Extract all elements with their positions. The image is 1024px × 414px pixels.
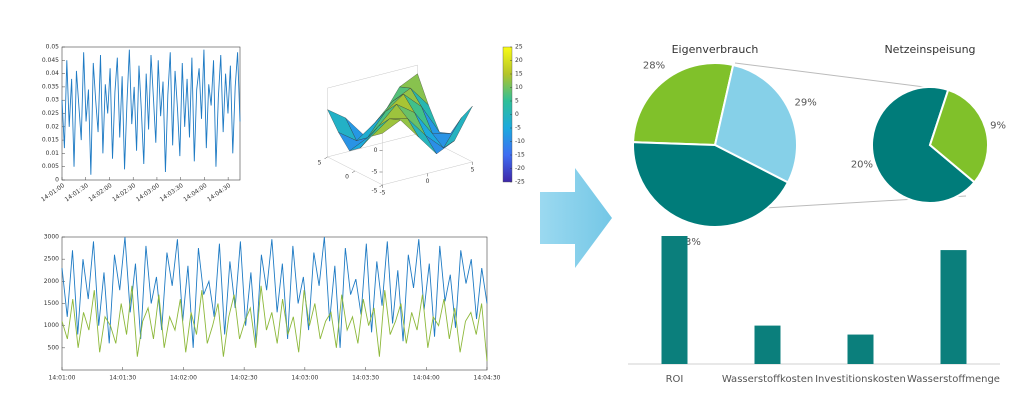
bar [661,236,688,364]
y-tick-label: 0.02 [46,123,60,130]
y-tick-label: 3000 [44,234,59,241]
x-category-label: Investitionskosten [815,374,906,385]
data-line [61,49,241,175]
x-tick-label: 14:04:30 [206,182,232,203]
x-tick-label: 14:01:00 [49,375,76,382]
x-tick-label: 14:03:30 [159,182,185,203]
y-tick-label: -5 [372,187,378,194]
axis-edge [327,64,418,89]
pie-title: Netzeinspeisung [884,43,975,56]
y-tick-label: 0.045 [42,57,59,64]
y-tick-label: 0.03 [46,97,60,104]
y-tick-label: 0.025 [42,110,59,117]
z-tick-label: -5 [372,169,378,176]
connector-line [734,62,949,91]
y-tick-label: 0.015 [42,137,59,144]
slice-label: 29% [795,98,817,109]
y-tick-label: 2500 [44,256,59,263]
pie-slice [871,86,976,205]
x-category-label: Wasserstoffmenge [907,374,1000,385]
flow-arrow [540,168,612,268]
y-tick-label: 0.005 [42,163,59,170]
y-tick-label: 0.04 [46,70,60,77]
x-tick-label: 14:02:30 [111,182,137,203]
pie-slice [632,141,790,228]
x-tick-label: 14:04:00 [182,182,208,203]
x-tick-label: 14:01:30 [64,182,90,203]
slice-label: 20% [851,159,873,170]
surface-patch [371,118,401,137]
x-tick-label: 14:03:30 [352,375,379,382]
x-tick-label: 14:01:30 [109,375,136,382]
data-line [61,236,488,348]
slice-label: 9% [990,121,1006,132]
x-category-label: ROI [666,374,684,385]
x-tick-label: -5 [380,189,386,196]
data-line [61,285,488,362]
colorbar-tick-label: 5 [515,98,519,105]
bar [754,325,781,364]
bar [847,334,874,364]
pie-slice [713,63,798,184]
y-tick [379,184,383,188]
y-tick-label: 0 [55,177,59,184]
colorbar-tick-label: 15 [515,71,523,78]
y-tick-label: 5 [318,159,322,166]
colorbar-tick-label: 25 [515,44,523,51]
x-tick-label: 14:04:00 [413,375,440,382]
y-tick-label: 1000 [44,322,59,329]
y-tick-label: 1500 [44,300,59,307]
x-tick-label: 14:02:30 [231,375,258,382]
pie-slice [928,88,989,184]
colorbar-tick-label: 10 [515,84,523,91]
colorbar-tick-label: -20 [515,165,525,172]
colorbar-tick-label: -5 [515,125,521,132]
colorbar-tick-label: 20 [515,57,523,64]
x-tick-label: 5 [471,166,475,173]
y-tick-label: 2000 [44,278,59,285]
x-category-label: Wasserstoffkosten [722,374,813,385]
slice-label: 43% [679,237,701,248]
colorbar-tick-label: 0 [515,111,519,118]
colorbar-tick-label: -10 [515,138,525,145]
y-tick [351,170,356,174]
y-tick [324,156,328,160]
bar [940,250,967,364]
axis-edge [327,133,418,158]
pie-slice [632,62,735,147]
x-tick-label: 14:04:30 [474,375,501,382]
y-tick-label: 0 [345,173,349,180]
y-tick-label: 500 [48,344,60,351]
colorbar-tick-label: -25 [515,179,525,186]
x-tick-label: 14:02:00 [87,182,113,203]
slice-label: 28% [643,61,665,72]
x-tick-label: 14:02:00 [170,375,197,382]
surface-patch [443,105,473,149]
y-tick-label: 0.035 [42,83,59,90]
colorbar-tick-label: -15 [515,152,525,159]
plot-frame [61,236,488,371]
x-tick-label: 14:03:00 [135,182,161,203]
y-tick-label: 0.01 [46,150,60,157]
x-tick-label: 14:03:00 [291,375,318,382]
x-tick-label: 14:01:00 [40,182,66,203]
y-tick-label: 0.05 [46,44,60,51]
pie-title: Eigenverbrauch [672,43,759,56]
x-tick-label: 0 [426,178,430,185]
z-tick-label: 0 [374,147,378,154]
